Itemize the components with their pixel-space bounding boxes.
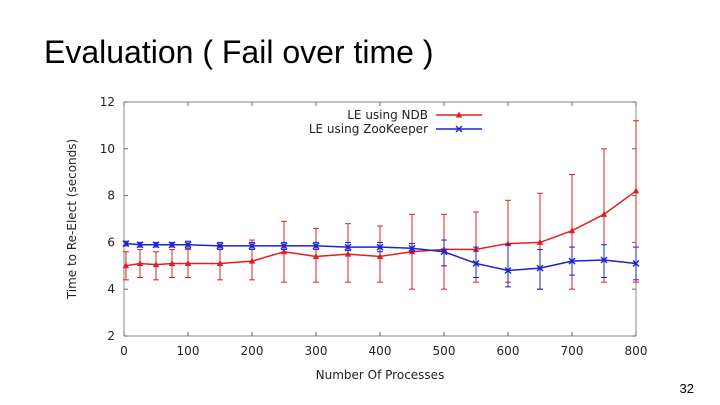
data-point	[568, 257, 576, 265]
data-point	[455, 111, 463, 118]
x-tick-label: 600	[497, 344, 520, 358]
data-point	[184, 241, 192, 249]
data-point	[312, 252, 320, 259]
x-tick-label: 400	[369, 344, 392, 358]
data-point-stroke	[122, 240, 130, 248]
axis-ticks: 0 100 200 300 400 500 600 700 800 2 4 6 8 10 12	[100, 95, 648, 358]
data-point	[472, 259, 480, 267]
data-point-stroke	[248, 242, 256, 250]
data-point	[536, 264, 544, 272]
data-point-stroke	[376, 243, 384, 251]
data-point-stroke	[136, 241, 144, 249]
y-axis-label: Time to Re-Elect (seconds)	[65, 139, 79, 300]
series-zookeeper	[122, 239, 640, 290]
data-point	[440, 248, 448, 256]
data-point-stroke	[504, 266, 512, 274]
data-point-stroke	[455, 125, 463, 133]
y-tick-label: 6	[107, 235, 115, 249]
y-tick-label: 12	[100, 95, 115, 109]
series-line	[125, 190, 637, 267]
data-point	[568, 227, 576, 234]
data-point-stroke	[536, 264, 544, 272]
data-point-stroke	[632, 259, 640, 267]
data-point-stroke	[440, 248, 448, 256]
data-point	[312, 242, 320, 250]
data-point	[376, 252, 384, 259]
data-point	[152, 261, 160, 268]
data-point	[168, 241, 176, 249]
x-tick-label: 0	[120, 344, 128, 358]
data-point-stroke	[472, 259, 480, 267]
data-point	[248, 242, 256, 250]
slide-title: Evaluation ( Fail over time )	[44, 34, 434, 70]
data-point	[280, 242, 288, 250]
x-axis-label: Number Of Processes	[316, 368, 445, 382]
data-point	[122, 262, 130, 269]
data-point	[632, 187, 640, 194]
data-point-stroke	[600, 256, 608, 264]
x-tick-label: 500	[433, 344, 456, 358]
data-point	[216, 259, 224, 266]
data-point	[376, 243, 384, 251]
data-point	[344, 250, 352, 257]
data-point-stroke	[280, 242, 288, 250]
data-point	[600, 256, 608, 264]
data-point	[504, 266, 512, 274]
data-point	[122, 240, 130, 248]
data-point	[168, 259, 176, 266]
x-tick-label: 800	[625, 344, 648, 358]
data-point	[136, 241, 144, 249]
data-point-stroke	[216, 242, 224, 250]
data-point	[455, 125, 463, 133]
data-point-stroke	[168, 241, 176, 249]
page-number: 32	[679, 381, 694, 396]
data-point	[152, 241, 160, 249]
data-point	[632, 259, 640, 267]
legend-label: LE using ZooKeeper	[309, 122, 428, 136]
data-point	[600, 210, 608, 217]
data-point	[248, 257, 256, 264]
legend-label: LE using NDB	[347, 108, 428, 122]
data-point	[408, 244, 416, 252]
y-tick-label: 8	[107, 189, 115, 203]
data-point	[280, 248, 288, 255]
series-layer	[122, 120, 640, 290]
plot-frame	[123, 101, 637, 337]
data-point-stroke	[152, 241, 160, 249]
data-point	[536, 238, 544, 245]
data-point	[216, 242, 224, 250]
data-point-stroke	[408, 244, 416, 252]
y-tick-label: 10	[100, 142, 115, 156]
series-ndb	[122, 120, 640, 290]
data-point-stroke	[312, 242, 320, 250]
data-point	[184, 259, 192, 266]
data-point-stroke	[184, 241, 192, 249]
y-tick-label: 4	[107, 282, 115, 296]
x-tick-label: 200	[241, 344, 264, 358]
x-tick-label: 300	[305, 344, 328, 358]
x-tick-label: 700	[561, 344, 584, 358]
data-point	[136, 259, 144, 266]
data-point	[344, 243, 352, 251]
x-tick-label: 100	[177, 344, 200, 358]
y-tick-label: 2	[107, 329, 115, 343]
data-point-stroke	[344, 243, 352, 251]
data-point-stroke	[568, 257, 576, 265]
